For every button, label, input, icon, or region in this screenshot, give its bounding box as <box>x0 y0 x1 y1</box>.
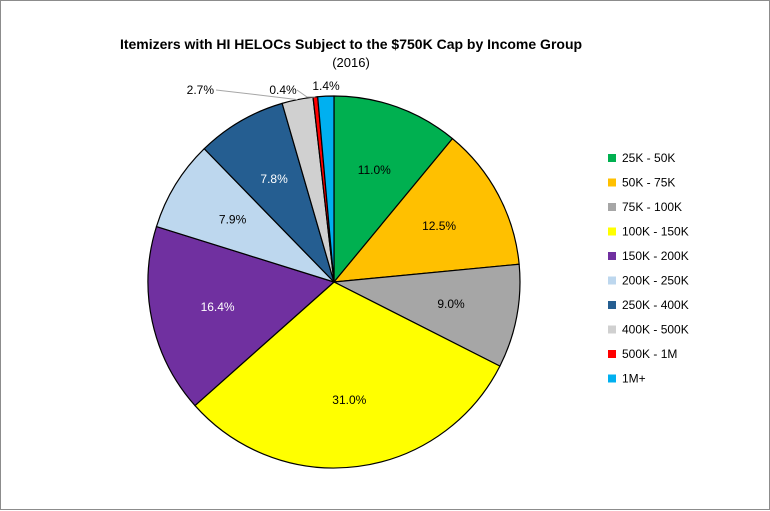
legend-label-200k-250k: 200K - 250K <box>622 274 689 288</box>
pie-slice-150k-200k <box>147 225 335 407</box>
leader-lines <box>215 89 316 101</box>
chart-subtitle: (2016) <box>332 55 370 70</box>
legend-swatch-25k-50k <box>608 154 616 162</box>
pie-slice-50k-75k <box>333 138 520 283</box>
legend-label-250k-400k: 250K - 400K <box>622 298 689 312</box>
slice-label-200k-250k: 7.9% <box>219 213 247 227</box>
slice-label-150k-200k: 16.4% <box>201 300 235 314</box>
legend-label-25k-50k: 25K - 50K <box>622 151 675 165</box>
slice-label-1m: 1.4% <box>312 79 340 93</box>
slice-label-400k-500k: 2.7% <box>187 83 215 97</box>
slice-labels: 11.0% 12.5% 9.0% 31.0% 16.4% 7.9% 7.8% 2.7% 0.4%… <box>187 79 465 407</box>
slice-label-500k-1m: 0.4% <box>269 83 297 97</box>
pie-slice-25k-50k <box>333 95 454 283</box>
legend-label-75k-100k: 75K - 100K <box>622 200 682 214</box>
legend-swatch-150k-200k <box>608 252 616 260</box>
legend-swatch-1m <box>608 374 616 383</box>
slice-label-75k-100k: 9.0% <box>437 297 465 311</box>
leader-line-400k-500k <box>215 89 298 101</box>
leader-line-500k-1m <box>296 89 316 98</box>
legend-swatch-50k-75k <box>608 178 616 187</box>
legend: 25K - 50K 50K - 75K 75K - 100K 100K - 150K 1… <box>608 151 689 386</box>
legend-swatch-500k-1m <box>608 350 616 358</box>
legend-label-1m: 1M+ <box>622 372 646 386</box>
legend-label-100k-150k: 100K - 150K <box>622 225 689 239</box>
legend-label-150k-200k: 150K - 200K <box>622 249 689 263</box>
legend-label-500k-1m: 500K - 1M <box>622 347 677 361</box>
pie-slice-100k-150k <box>194 281 501 469</box>
pie-slice-75k-100k <box>333 263 521 367</box>
legend-swatch-200k-250k <box>608 276 616 285</box>
legend-swatch-100k-150k <box>608 227 616 236</box>
pie-slice-1m <box>317 95 335 283</box>
legend-label-400k-500k: 400K - 500K <box>622 323 689 337</box>
legend-label-50k-75k: 50K - 75K <box>622 176 675 190</box>
pie-slices <box>147 95 521 469</box>
pie-slice-250k-400k <box>203 102 335 283</box>
legend-swatch-400k-500k <box>608 325 616 334</box>
slice-label-250k-400k: 7.8% <box>260 172 288 186</box>
slice-label-100k-150k: 31.0% <box>332 393 366 407</box>
chart-title: Itemizers with HI HELOCs Subject to the … <box>120 36 582 52</box>
slice-label-25k-50k: 11.0% <box>358 163 391 177</box>
legend-swatch-250k-400k <box>608 301 616 309</box>
legend-swatch-75k-100k <box>608 203 616 211</box>
pie-slice-200k-250k <box>155 148 335 283</box>
slice-label-50k-75k: 12.5% <box>422 219 456 233</box>
